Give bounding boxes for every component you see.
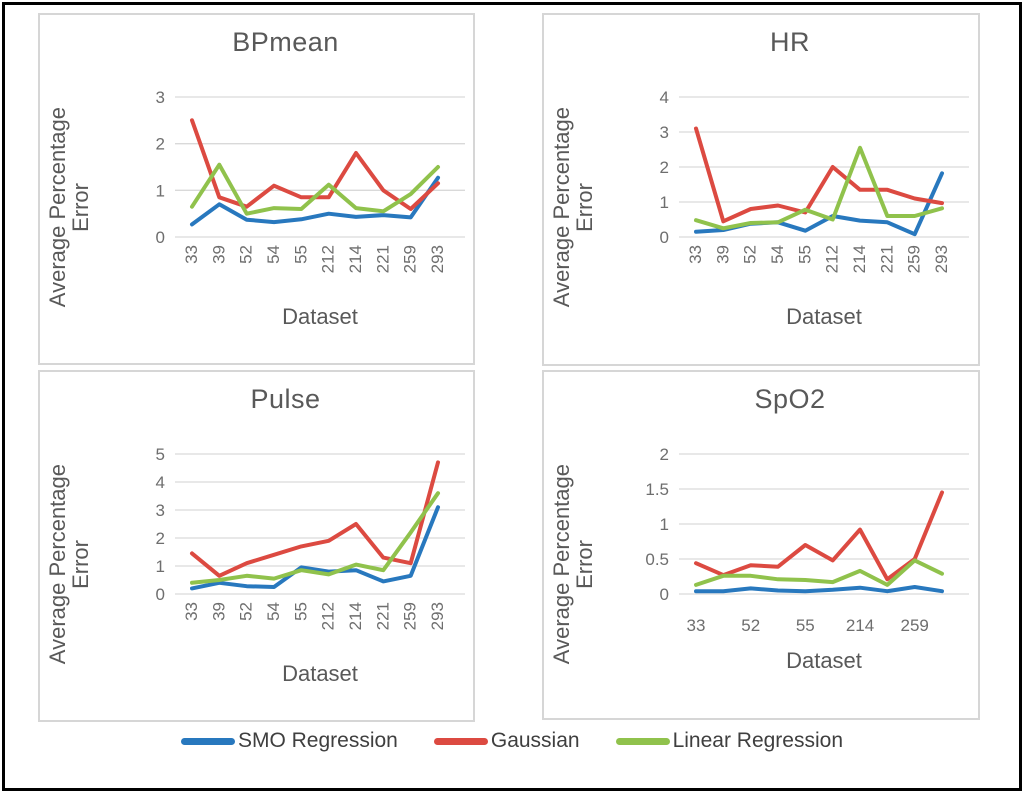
chart-title-pulse: Pulse [250,384,321,414]
svg-text:55: 55 [795,245,814,264]
svg-text:5: 5 [156,445,165,464]
svg-text:39: 39 [209,602,228,621]
svg-text:52: 52 [237,602,256,621]
svg-text:3: 3 [156,88,165,107]
y-axis-title-line1: Average Percentage [44,106,70,308]
y-axis-title-pulse: Average Percentage Error [40,426,98,702]
svg-text:52: 52 [741,245,760,264]
chart-body-hr: Average Percentage Error 0 1 2 3 4 33 39 52 54 55… [544,69,978,351]
svg-text:33: 33 [686,245,705,264]
svg-text:2: 2 [660,445,669,464]
svg-text:54: 54 [264,245,283,264]
svg-text:55: 55 [796,616,815,635]
svg-text:214: 214 [846,616,874,635]
y-axis-title-hr: Average Percentage Error [544,69,602,345]
svg-text:1: 1 [156,181,165,200]
svg-text:Dataset: Dataset [786,648,862,673]
legend-label-smo-regression: SMO Regression [237,729,398,752]
svg-text:221: 221 [373,602,392,630]
svg-text:Dataset: Dataset [282,304,358,329]
svg-text:2: 2 [156,529,165,548]
svg-text:2: 2 [156,135,165,154]
svg-text:39: 39 [713,245,732,264]
svg-text:52: 52 [237,245,256,264]
legend-item-gaussian: Gaussian [433,729,580,753]
svg-text:0: 0 [660,585,669,604]
chart-panel-bpmean: BPmean Average Percentage Error 0 1 2 3 33 39… [38,13,475,365]
svg-text:1: 1 [660,515,669,534]
svg-text:212: 212 [823,245,842,273]
y-axis-title-line2: Error [572,182,597,232]
chart-panel-hr: HR Average Percentage Error 0 1 2 3 4 33 39 52 5… [542,13,980,366]
legend-item-smo-regression: SMO Regression [180,729,398,753]
svg-text:1: 1 [156,557,165,576]
svg-text:Dataset: Dataset [786,304,862,329]
svg-text:212: 212 [319,245,338,273]
svg-text:52: 52 [741,616,760,635]
svg-text:214: 214 [346,602,365,630]
svg-text:212: 212 [319,602,338,630]
svg-text:54: 54 [264,602,283,621]
svg-text:221: 221 [877,245,896,273]
chart-title-bpmean: BPmean [232,27,339,57]
chart-body-pulse: Average Percentage Error 0 1 2 3 4 5 33 39 52 54 5… [40,426,473,708]
chart-body-bpmean: Average Percentage Error 0 1 2 3 33 39 52 54 55 2… [40,69,473,351]
y-axis-title-line2: Error [68,539,93,589]
svg-text:259: 259 [401,245,420,273]
y-axis-title-line1: Average Percentage [44,463,70,665]
svg-text:0: 0 [156,228,165,247]
legend-swatch-gaussian [433,737,488,745]
y-axis-title-line2: Error [572,539,597,589]
svg-text:293: 293 [428,245,447,273]
plot-area-pulse: 0 1 2 3 4 5 33 39 52 54 55 212 214 221 259 293 Dataset [156,445,465,686]
svg-text:54: 54 [768,245,787,264]
svg-text:293: 293 [428,602,447,630]
svg-text:259: 259 [401,602,420,630]
svg-text:1.5: 1.5 [645,480,669,499]
svg-text:33: 33 [182,602,201,621]
svg-text:33: 33 [687,616,706,635]
y-axis-title-line2: Error [68,182,93,232]
y-axis-title-bpmean: Average Percentage Error [40,69,98,345]
svg-text:3: 3 [660,123,669,142]
chart-panel-spo2: SpO2 Average Percentage Error 0 0.5 1 1.5 2 3… [542,370,980,720]
svg-text:Dataset: Dataset [282,661,358,686]
y-axis-title-spo2: Average Percentage Error [544,426,602,702]
svg-text:259: 259 [905,245,924,273]
svg-text:0.5: 0.5 [645,550,669,569]
chart-panel-pulse: Pulse Average Percentage Error 0 1 2 3 4 5 33 3… [38,370,475,722]
plot-area-spo2: 0 0.5 1 1.5 2 33 52 55 214 259 Dataset [645,445,969,673]
svg-text:33: 33 [182,245,201,264]
svg-text:4: 4 [660,88,669,107]
plot-area-hr: 0 1 2 3 4 33 39 52 54 55 212 214 221 259 293 Dataset [660,88,969,329]
chart-legend: SMO Regression Gaussian Linear Regressio… [0,729,1024,753]
svg-text:214: 214 [850,245,869,273]
svg-text:4: 4 [156,473,165,492]
svg-text:0: 0 [156,585,165,604]
legend-swatch-smo-regression [180,737,235,745]
svg-text:293: 293 [932,245,951,273]
svg-text:221: 221 [373,245,392,273]
svg-text:214: 214 [346,245,365,273]
legend-swatch-linear-regression [615,737,670,745]
svg-text:0: 0 [660,228,669,247]
legend-label-linear-regression: Linear Regression [672,729,844,752]
chart-title-hr: HR [770,27,810,57]
y-axis-title-line1: Average Percentage [548,106,574,308]
chart-title-spo2: SpO2 [754,384,826,414]
svg-text:259: 259 [901,616,929,635]
y-axis-title-line1: Average Percentage [548,463,574,665]
svg-text:55: 55 [291,602,310,621]
legend-item-linear-regression: Linear Regression [615,729,844,753]
svg-text:3: 3 [156,501,165,520]
svg-text:1: 1 [660,193,669,212]
svg-text:2: 2 [660,158,669,177]
svg-text:39: 39 [209,245,228,264]
chart-body-spo2: Average Percentage Error 0 0.5 1 1.5 2 33 52 55… [544,426,978,708]
legend-label-gaussian: Gaussian [490,729,580,752]
svg-text:55: 55 [291,245,310,264]
